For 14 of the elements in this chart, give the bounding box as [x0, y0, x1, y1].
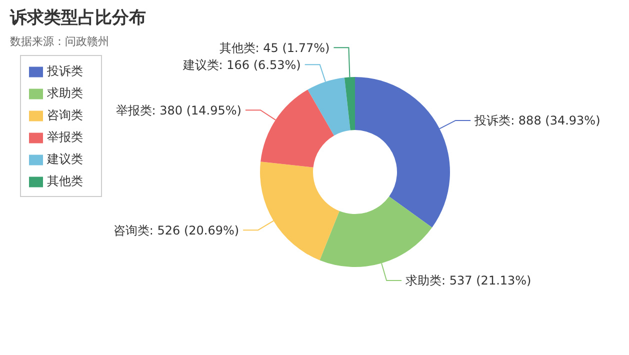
data-label: 咨询类: 526 (20.69%): [113, 223, 240, 238]
data-label: 其他类: 45 (1.77%): [219, 40, 330, 55]
legend-label: 举报类: [47, 130, 83, 144]
legend-label: 投诉类: [47, 64, 83, 78]
legend-label: 咨询类: [47, 108, 83, 122]
legend-label: 求助类: [47, 86, 83, 100]
data-label: 求助类: 537 (21.13%): [406, 274, 532, 288]
chart-subtitle: 数据来源：问政赣州: [10, 34, 109, 49]
legend-label: 建议类: [47, 152, 83, 166]
data-label: 投诉类: 888 (34.93%): [474, 114, 600, 128]
chart-title: 诉求类型占比分布: [10, 7, 146, 29]
legend-label: 其他类: [47, 174, 83, 188]
data-label: 举报类: 380 (14.95%): [116, 103, 242, 118]
data-label: 建议类: 166 (6.53%): [182, 58, 301, 72]
